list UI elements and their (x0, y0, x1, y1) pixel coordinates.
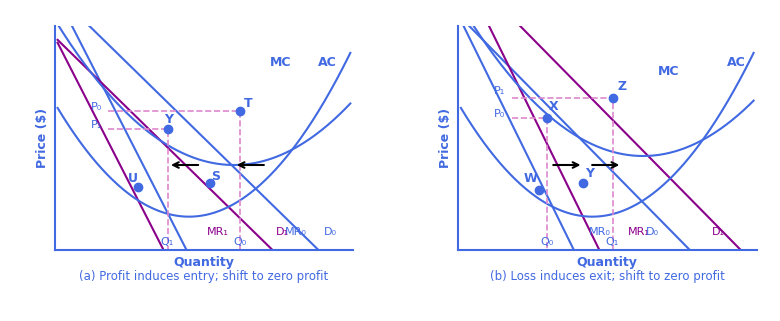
Text: D₀: D₀ (646, 227, 659, 237)
Text: MR₀: MR₀ (285, 227, 307, 237)
Text: AC: AC (727, 56, 746, 69)
Text: P₀: P₀ (494, 109, 505, 119)
Text: W: W (523, 172, 537, 185)
Title: (b) Loss induces exit; shift to zero profit: (b) Loss induces exit; shift to zero pro… (490, 270, 725, 283)
Text: Q₀: Q₀ (540, 237, 553, 247)
Text: Q₁: Q₁ (606, 237, 619, 247)
Text: Q₀: Q₀ (234, 237, 247, 247)
Y-axis label: Price ($): Price ($) (439, 108, 452, 168)
Text: D₁: D₁ (712, 227, 725, 237)
Text: MC: MC (658, 65, 679, 78)
Text: MC: MC (270, 56, 291, 69)
Text: Y: Y (585, 167, 594, 180)
Text: MR₀: MR₀ (590, 227, 612, 237)
Text: AC: AC (317, 56, 336, 69)
Y-axis label: Price ($): Price ($) (36, 108, 49, 168)
X-axis label: Quantity: Quantity (576, 256, 638, 269)
Text: T: T (244, 97, 253, 109)
Text: Q₁: Q₁ (161, 237, 174, 247)
Text: P₁: P₁ (90, 120, 101, 130)
Text: Y: Y (164, 113, 172, 126)
Text: U: U (128, 172, 138, 185)
Text: P₀: P₀ (90, 102, 101, 112)
Title: (a) Profit induces entry; shift to zero profit: (a) Profit induces entry; shift to zero … (80, 270, 328, 283)
Text: P₁: P₁ (494, 86, 505, 96)
Text: D₁: D₁ (275, 227, 289, 237)
X-axis label: Quantity: Quantity (173, 256, 235, 269)
Text: X: X (549, 100, 558, 113)
Text: Z: Z (618, 80, 627, 93)
Text: MR₁: MR₁ (628, 227, 650, 237)
Text: S: S (211, 169, 221, 183)
Text: D₀: D₀ (324, 227, 336, 237)
Text: MR₁: MR₁ (207, 227, 229, 237)
